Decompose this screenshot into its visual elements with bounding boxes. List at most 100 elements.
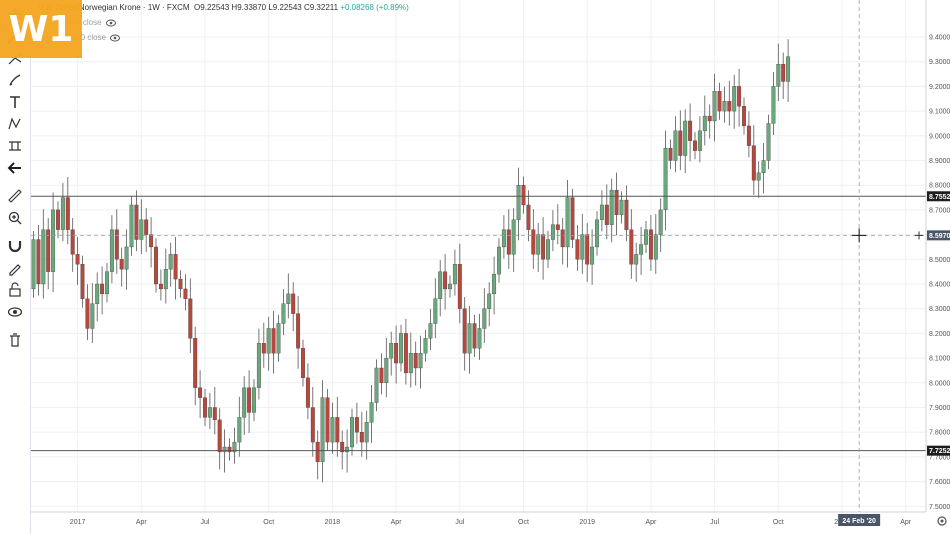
- candle-up: [634, 254, 639, 265]
- back-arrow-icon[interactable]: [5, 158, 25, 178]
- candle-down: [85, 298, 90, 329]
- candle-up: [452, 264, 457, 285]
- candle: [384, 337, 389, 398]
- add-alert-icon: [915, 231, 923, 240]
- candle-up: [350, 417, 354, 448]
- candle: [678, 110, 683, 171]
- eye-icon[interactable]: [110, 34, 121, 42]
- candle-up: [207, 407, 212, 418]
- price-tick-label: 9.1000: [929, 109, 950, 116]
- candle: [217, 408, 222, 470]
- candle: [781, 52, 786, 99]
- candle: [41, 209, 46, 299]
- candle: [580, 214, 585, 274]
- pattern-icon[interactable]: [5, 114, 25, 134]
- candle: [242, 376, 247, 435]
- candle: [717, 82, 722, 120]
- candle: [80, 255, 85, 308]
- time-tick-label: Jul: [201, 519, 210, 526]
- magnet-icon[interactable]: [5, 236, 25, 256]
- price-chart[interactable]: 9.4000 9.3000 9.2000 9.1000 9.0000 8.9000 8.80…: [31, 0, 950, 534]
- candles-layer: [31, 39, 791, 483]
- candle: [585, 222, 590, 282]
- level-tag-bg: [927, 191, 950, 202]
- candle-down: [506, 229, 511, 255]
- candle-down: [310, 407, 315, 443]
- candle: [644, 221, 648, 254]
- candle: [315, 430, 320, 480]
- time-tick-label: 2019: [579, 519, 595, 526]
- candle: [256, 328, 261, 400]
- candle: [761, 142, 766, 194]
- candle: [565, 180, 570, 268]
- candle: [501, 215, 506, 259]
- candle: [438, 260, 443, 317]
- candle: [207, 392, 212, 429]
- prediction-icon[interactable]: [5, 136, 25, 156]
- unlock-icon[interactable]: [5, 280, 25, 300]
- settings-gear-icon[interactable]: [937, 516, 947, 526]
- candle-up: [232, 441, 237, 453]
- candle-down: [75, 254, 80, 265]
- candle: [624, 185, 629, 242]
- eye-icon[interactable]: [5, 302, 25, 322]
- candle-up: [771, 86, 776, 124]
- candle-down: [217, 419, 222, 453]
- candle-down: [227, 446, 232, 453]
- candle-down: [114, 229, 119, 260]
- candle-up: [590, 246, 595, 265]
- candle: [335, 396, 340, 457]
- candle-up: [639, 244, 644, 255]
- price-tick-label: 8.9000: [929, 158, 950, 165]
- candle: [428, 308, 433, 350]
- lock-drawing-icon[interactable]: [5, 258, 25, 278]
- candle: [399, 324, 403, 372]
- candle-up: [124, 246, 129, 270]
- candle: [688, 103, 693, 162]
- candle: [178, 270, 183, 298]
- candle-down: [751, 145, 756, 181]
- candle-down: [678, 130, 683, 156]
- candle-up: [384, 357, 389, 383]
- candle-up: [31, 239, 36, 290]
- candle: [330, 402, 335, 454]
- candle-down: [80, 264, 85, 299]
- candle: [663, 130, 668, 231]
- candle-down: [247, 387, 252, 413]
- candle: [658, 198, 663, 253]
- trash-icon[interactable]: [5, 330, 25, 350]
- candle: [531, 209, 536, 269]
- ma200-indicator-row[interactable]: MA 200 close: [58, 33, 121, 42]
- time-tick-label: Apr: [391, 519, 403, 526]
- candle-down: [65, 197, 70, 230]
- zoom-in-icon[interactable]: [5, 208, 25, 228]
- candle-up: [702, 115, 707, 132]
- eye-icon[interactable]: [105, 19, 116, 27]
- candle: [482, 288, 487, 344]
- candle-down: [183, 288, 188, 299]
- candle: [634, 242, 639, 282]
- candle: [595, 211, 599, 256]
- symbol-title[interactable]: U.S. Dollar/Norwegian Krone · 1W · FXCM: [38, 3, 190, 12]
- candle: [261, 322, 266, 368]
- candle: [212, 386, 217, 435]
- candle-up: [448, 283, 452, 290]
- candle-up: [41, 229, 46, 285]
- candle: [756, 161, 761, 198]
- candle: [668, 139, 673, 170]
- ohlc-change: +0.08268 (+0.89%): [340, 3, 409, 12]
- candle-up: [374, 367, 379, 403]
- ruler-icon[interactable]: [5, 186, 25, 206]
- candle-down: [604, 204, 609, 225]
- candle: [786, 39, 791, 102]
- candle: [203, 388, 207, 427]
- time-tick-label: Oct: [263, 519, 274, 526]
- candle-up: [511, 219, 516, 255]
- candle-up: [776, 64, 781, 87]
- time-tick-label: Apr: [900, 519, 912, 526]
- candle: [614, 172, 619, 236]
- text-icon[interactable]: [5, 92, 25, 112]
- price-tick-label: 7.5000: [929, 504, 950, 511]
- candle: [129, 196, 134, 256]
- brush-icon[interactable]: [5, 70, 25, 90]
